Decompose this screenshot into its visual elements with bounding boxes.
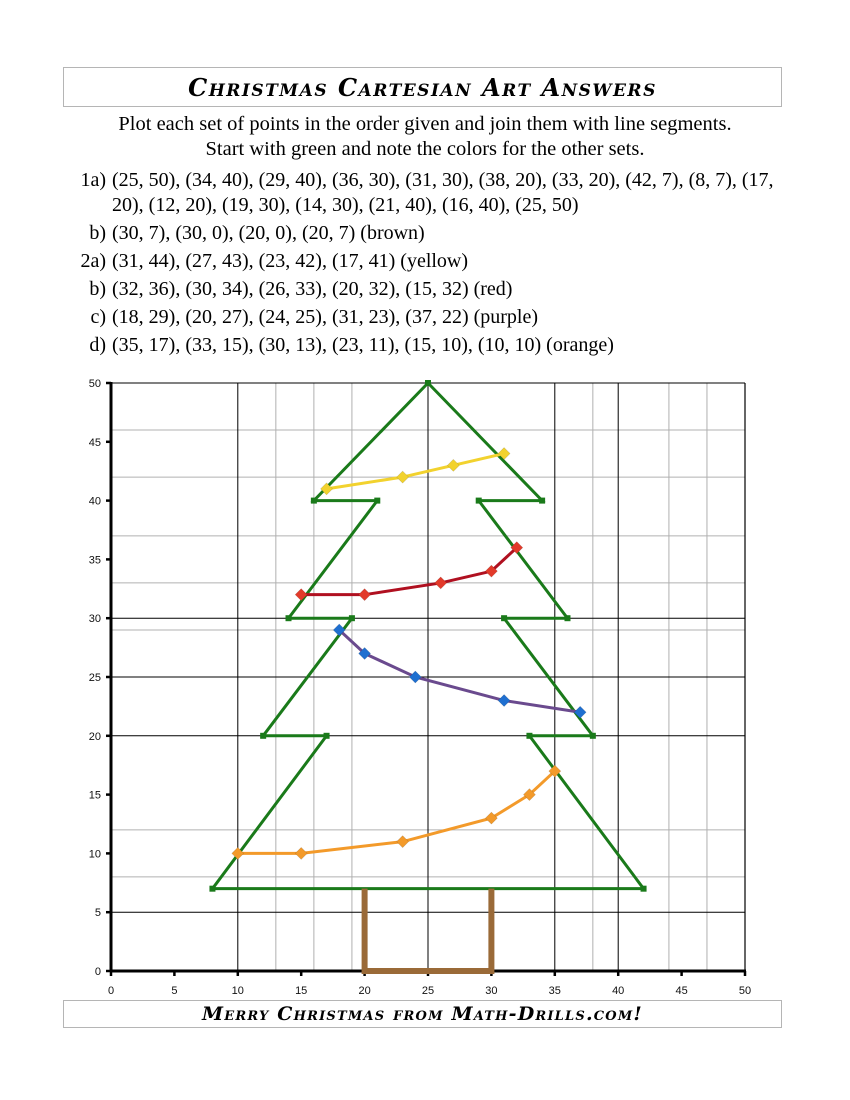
diamond-marker (510, 541, 524, 555)
diamond-marker (484, 564, 498, 578)
square-marker (564, 615, 571, 622)
y-tick-label: 45 (89, 437, 101, 449)
problem-label: 1a) (80, 169, 106, 191)
problem-item: d) (35, 17), (33, 15), (30, 13), (23, 11… (60, 333, 800, 358)
diamond-marker (497, 447, 511, 460)
x-tick-label: 40 (612, 985, 624, 997)
instruction-line-2: Start with green and note the colors for… (205, 138, 645, 160)
y-tick-label: 50 (89, 378, 101, 390)
diamond-marker (358, 588, 372, 602)
diamond-marker (434, 576, 448, 590)
problem-points: (30, 7), (30, 0), (20, 0), (20, 7) (brow… (112, 222, 425, 244)
x-tick-label: 35 (549, 985, 561, 997)
problem-item: b) (30, 7), (30, 0), (20, 0), (20, 7) (b… (60, 221, 800, 246)
diamond-marker (294, 588, 308, 602)
diamond-marker (320, 482, 333, 496)
square-marker (526, 732, 533, 739)
y-tick-label: 5 (95, 907, 101, 919)
diamond-marker (548, 764, 562, 778)
y-tick-label: 10 (89, 848, 101, 860)
diamond-marker (446, 458, 460, 472)
problem-label: c) (90, 306, 106, 328)
square-marker (323, 732, 330, 739)
diamond-marker (332, 623, 346, 637)
problem-points: (32, 36), (30, 34), (26, 33), (20, 32), … (112, 278, 513, 300)
diamond-marker (396, 470, 410, 484)
series-line-5 (237, 769, 556, 855)
x-tick-label: 30 (485, 985, 497, 997)
square-marker (285, 615, 292, 622)
square-marker (209, 885, 216, 892)
square-marker (539, 497, 546, 504)
series-line-3 (301, 546, 518, 597)
y-tick-label: 0 (95, 966, 101, 978)
x-tick-label: 50 (739, 985, 751, 997)
series-line-2 (326, 452, 505, 491)
diamond-marker (484, 811, 498, 825)
problem-item: 1a) (25, 50), (34, 40), (29, 40), (36, 3… (60, 168, 800, 218)
y-tick-label: 15 (89, 790, 101, 802)
problem-points: (31, 44), (27, 43), (23, 42), (17, 41) (… (112, 250, 469, 272)
problem-item: b) (32, 36), (30, 34), (26, 33), (20, 32… (60, 277, 800, 302)
chart-grid (111, 382, 746, 971)
instruction-line-1: Plot each set of points in the order giv… (118, 113, 732, 135)
square-marker (501, 615, 508, 622)
chart-axes: 0 5 10 15 20 25 30 35 40 45 50 0 5 10 15 20 25 30 35 40 45 50 (89, 378, 751, 997)
diamond-marker (294, 846, 308, 860)
diamond-marker (231, 846, 245, 860)
chart-series (209, 380, 647, 974)
diamond-marker (523, 788, 536, 802)
footer-banner: Merry Christmas from Math-Drills.com! (63, 1000, 782, 1028)
y-tick-label: 35 (89, 554, 101, 566)
x-tick-label: 5 (171, 985, 177, 997)
problem-points: (18, 29), (20, 27), (24, 25), (31, 23), … (112, 306, 539, 328)
problem-label: b) (89, 278, 106, 300)
x-tick-label: 10 (232, 985, 244, 997)
diamond-marker (573, 705, 587, 719)
y-tick-label: 30 (89, 613, 101, 625)
cartesian-chart: 0 5 10 15 20 25 30 35 40 45 50 0 5 10 15 20 25 30 35 40 45 50 (89, 378, 751, 997)
problem-points: (35, 17), (33, 15), (30, 13), (23, 11), … (112, 334, 614, 356)
square-marker (260, 732, 267, 739)
problem-list: 1a) (25, 50), (34, 40), (29, 40), (36, 3… (60, 168, 800, 361)
diamond-marker (497, 694, 511, 707)
x-tick-label: 15 (295, 985, 307, 997)
series-line-0 (209, 381, 647, 891)
footer-text: Merry Christmas from Math-Drills.com! (202, 1003, 643, 1025)
x-tick-label: 20 (358, 985, 370, 997)
square-marker (589, 732, 596, 739)
page-title: Christmas Cartesian Art Answers (188, 72, 657, 102)
problem-label: 2a) (80, 250, 106, 272)
problem-item: c) (18, 29), (20, 27), (24, 25), (31, 23… (60, 305, 800, 330)
problem-item: 2a) (31, 44), (27, 43), (23, 42), (17, 4… (60, 249, 800, 274)
x-tick-label: 0 (108, 985, 114, 997)
problem-points: (25, 50), (34, 40), (29, 40), (36, 30), … (112, 169, 774, 216)
square-marker (640, 885, 647, 892)
x-tick-label: 25 (422, 985, 434, 997)
y-tick-label: 40 (89, 496, 101, 508)
y-tick-label: 20 (89, 731, 101, 743)
diamond-marker (358, 647, 372, 660)
title-banner: Christmas Cartesian Art Answers (63, 67, 782, 107)
instructions: Plot each set of points in the order giv… (40, 112, 810, 162)
diamond-marker (408, 670, 422, 684)
x-tick-label: 45 (675, 985, 687, 997)
square-marker (475, 497, 482, 504)
diamond-marker (396, 835, 410, 849)
series-line-1 (361, 888, 495, 974)
square-marker (348, 615, 355, 622)
problem-label: d) (89, 334, 106, 356)
problem-label: b) (89, 222, 106, 244)
square-marker (425, 380, 431, 386)
square-marker (310, 497, 317, 504)
y-tick-label: 25 (89, 672, 101, 684)
square-marker (374, 497, 381, 504)
